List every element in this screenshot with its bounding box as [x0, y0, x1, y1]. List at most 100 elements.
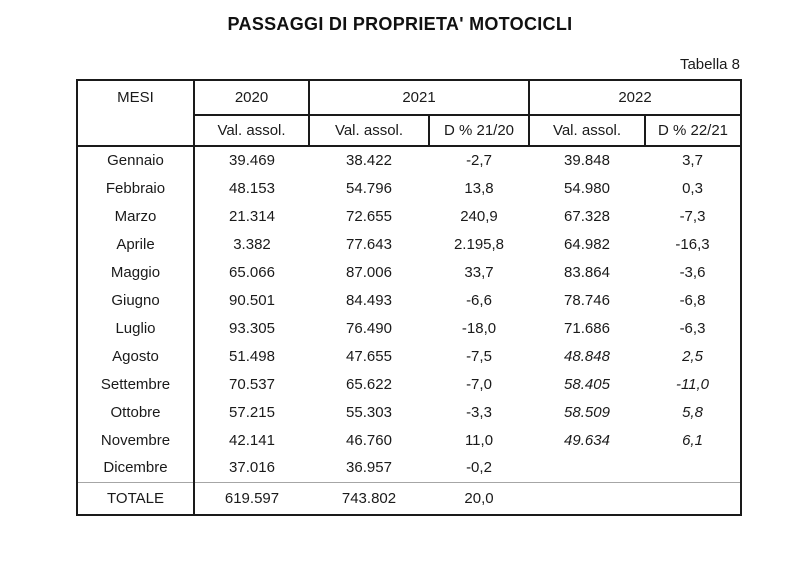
value-2021-cell: 76.490 [346, 319, 392, 337]
delta-22-21-cell: 2,5 [682, 347, 703, 365]
delta-22-21-cell: -6,3 [679, 319, 706, 337]
value-2022-cell [529, 481, 645, 515]
table-row: Febbraio 48.153 54.796 13,8 54.980 0,3 [77, 174, 741, 202]
delta-22-21-cell: -7,3 [679, 207, 706, 225]
value-2021-cell: 87.006 [346, 263, 392, 281]
value-2021-cell: 54.796 [346, 179, 392, 197]
delta-21-20-cell: -18,0 [461, 319, 497, 337]
value-2022-cell: 39.848 [564, 152, 610, 169]
month-cell: Ottobre [77, 398, 195, 426]
column-header-2021: 2021 [308, 79, 530, 116]
column-header-val-assol-2021: Val. assol. [308, 114, 430, 147]
value-2021-cell: 77.643 [346, 235, 392, 253]
delta-21-20-cell: 20,0 [429, 481, 529, 515]
value-2020-cell: 37.016 [229, 459, 275, 477]
month-cell: Agosto [77, 342, 195, 370]
value-2022-cell: 58.509 [564, 403, 610, 421]
table-label: Tabella 8 [679, 56, 740, 73]
value-2021-cell: 46.760 [346, 431, 392, 449]
delta-22-21-cell: -11,0 [675, 375, 710, 393]
column-header-d-21-20: D % 21/20 [428, 114, 530, 147]
value-2021-cell: 38.422 [346, 152, 392, 169]
value-2020-cell: 3.382 [233, 235, 271, 253]
value-2020-cell: 619.597 [194, 481, 309, 515]
column-header-2020: 2020 [193, 79, 310, 116]
delta-22-21-cell: 5,8 [682, 403, 703, 421]
table-row: Aprile 3.382 77.643 2.195,8 64.982 -16,3 [77, 230, 741, 258]
column-header-mesi: MESI [76, 79, 195, 147]
value-2022-cell: 48.848 [564, 347, 610, 365]
value-2021-cell: 55.303 [346, 403, 392, 421]
value-2022-cell: 64.982 [564, 235, 610, 253]
table-row: Gennaio 39.469 38.422 -2,7 39.848 3,7 [77, 146, 741, 174]
value-2021-cell: 743.802 [309, 481, 429, 515]
value-2020-cell: 90.501 [229, 291, 275, 309]
delta-22-21-cell: 3,7 [682, 152, 703, 169]
month-cell: Aprile [77, 230, 195, 258]
value-2021-cell: 36.957 [346, 459, 392, 477]
table-row: Marzo 21.314 72.655 240,9 67.328 -7,3 [77, 202, 741, 230]
table-row: Giugno 90.501 84.493 -6,6 78.746 -6,8 [77, 286, 741, 314]
value-2021-cell: 72.655 [346, 207, 392, 225]
column-header-d-22-21: D % 22/21 [644, 114, 742, 147]
value-2020-cell: 57.215 [229, 403, 275, 421]
column-header-val-assol-2022: Val. assol. [528, 114, 646, 147]
delta-22-21-cell: -16,3 [675, 235, 710, 253]
table-row: Settembre 70.537 65.622 -7,0 58.405 -11,0 [77, 370, 741, 398]
value-2022-cell: 71.686 [564, 319, 610, 337]
header-sub-row: Val. assol. Val. assol. D % 21/20 Val. a… [77, 114, 742, 147]
total-row: TOTALE 619.597 743.802 20,0 [77, 481, 741, 515]
delta-21-20-cell: 11,0 [464, 431, 494, 449]
value-2021-cell: 47.655 [346, 347, 392, 365]
table-row: Maggio 65.066 87.006 33,7 83.864 -3,6 [77, 258, 741, 286]
value-2022-cell: 67.328 [564, 207, 610, 225]
value-2020-cell: 70.537 [229, 375, 275, 393]
value-2022-cell [529, 454, 645, 482]
value-2020-cell: 42.141 [229, 431, 275, 449]
value-2022-cell: 83.864 [564, 263, 610, 281]
value-2021-cell: 84.493 [346, 291, 392, 309]
column-header-2022: 2022 [528, 79, 742, 116]
month-cell: Settembre [77, 370, 195, 398]
delta-22-21-cell: 6,1 [682, 431, 703, 449]
data-table: MESI 2020 2021 2022 Val. assol. Val. ass… [76, 79, 742, 516]
delta-21-20-cell: -7,5 [466, 347, 492, 365]
delta-21-20-cell: -2,7 [466, 152, 492, 169]
value-2020-cell: 39.469 [229, 152, 275, 169]
delta-21-20-cell: 2.195,8 [453, 235, 505, 253]
delta-21-20-cell: -0,2 [466, 459, 492, 477]
value-2022-cell: 54.980 [564, 179, 610, 197]
month-cell: Giugno [77, 286, 195, 314]
value-2020-cell: 21.314 [229, 207, 275, 225]
table-container: MESI 2020 2021 2022 Val. assol. Val. ass… [76, 79, 742, 516]
table-row: Dicembre 37.016 36.957 -0,2 [77, 454, 741, 482]
value-2022-cell: 58.405 [564, 375, 610, 393]
delta-21-20-cell: -6,6 [466, 291, 492, 309]
table-body: Gennaio 39.469 38.422 -2,7 39.848 3,7 Febbraio… [77, 146, 741, 515]
value-2022-cell: 78.746 [564, 291, 610, 309]
month-cell: Gennaio [77, 146, 195, 174]
month-cell: Novembre [77, 426, 195, 454]
delta-21-20-cell: 33,7 [464, 263, 494, 281]
value-2020-cell: 51.498 [229, 347, 275, 365]
table-row: Luglio 93.305 76.490 -18,0 71.686 -6,3 [77, 314, 741, 342]
delta-22-21-cell [645, 454, 741, 482]
page-title: PASSAGGI DI PROPRIETA' MOTOCICLI [227, 14, 573, 34]
delta-21-20-cell: -7,0 [466, 375, 492, 393]
delta-22-21-cell: 0,3 [682, 179, 703, 197]
delta-22-21-cell [645, 481, 741, 515]
month-cell: TOTALE [77, 481, 195, 515]
table-row: Ottobre 57.215 55.303 -3,3 58.509 5,8 [77, 398, 741, 426]
value-2022-cell: 49.634 [564, 431, 610, 449]
value-2021-cell: 65.622 [346, 375, 392, 393]
month-cell: Maggio [77, 258, 195, 286]
month-cell: Febbraio [77, 174, 195, 202]
value-2020-cell: 48.153 [229, 179, 275, 197]
delta-21-20-cell: 240,9 [460, 207, 498, 225]
delta-21-20-cell: 13,8 [464, 179, 494, 197]
table-row: Novembre 42.141 46.760 11,0 49.634 6,1 [77, 426, 741, 454]
column-header-val-assol-2020: Val. assol. [193, 114, 310, 147]
delta-22-21-cell: -3,6 [679, 263, 706, 281]
header-year-row: MESI 2020 2021 2022 [76, 79, 742, 147]
